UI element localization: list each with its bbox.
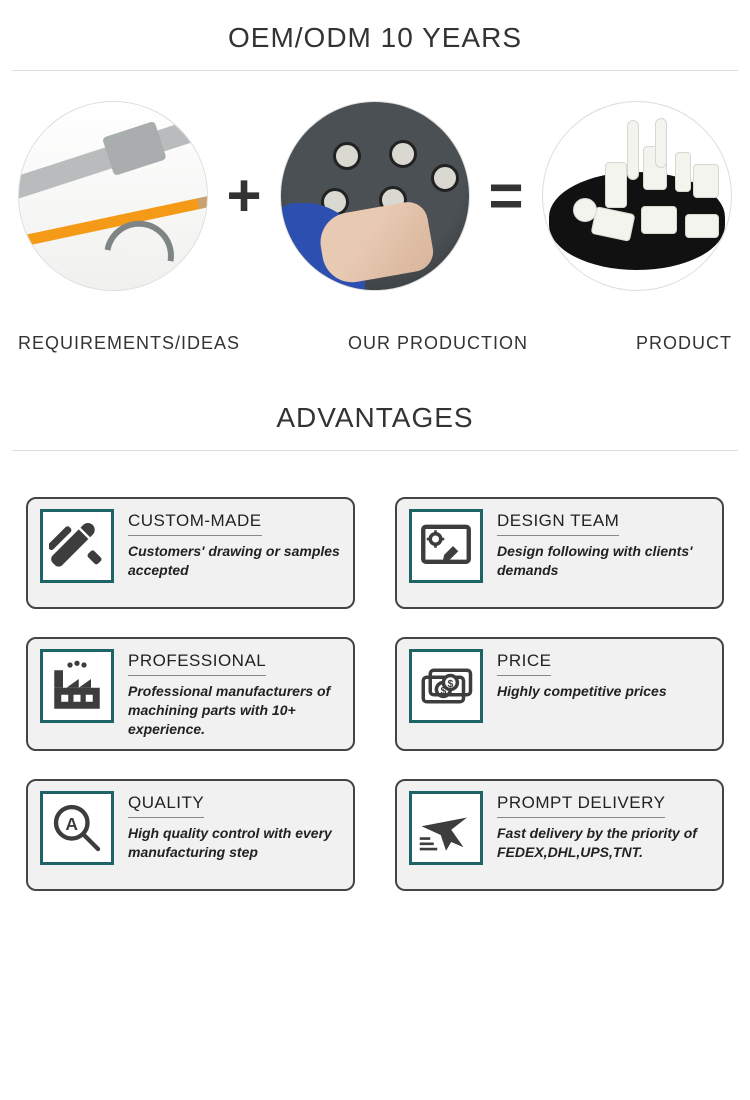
- card-desc: Customers' drawing or samples accepted: [128, 542, 341, 580]
- section-title-oem: OEM/ODM 10 YEARS: [12, 0, 738, 71]
- circle-requirements: [18, 101, 208, 291]
- circle-product: [542, 101, 732, 291]
- card-price: $ $ PRICE Highly competitive prices: [395, 637, 724, 751]
- card-quality: A QUALITY High quality control with ever…: [26, 779, 355, 891]
- card-title: QUALITY: [128, 793, 204, 818]
- process-row: + =: [0, 71, 750, 309]
- label-product: PRODUCT: [636, 333, 732, 354]
- svg-text:$: $: [447, 678, 453, 690]
- card-prompt-delivery: PROMPT DELIVERY Fast delivery by the pri…: [395, 779, 724, 891]
- label-production: OUR PRODUCTION: [348, 333, 528, 354]
- plane-icon: [409, 791, 483, 865]
- card-desc: Design following with clients' demands: [497, 542, 710, 580]
- card-title: PROFESSIONAL: [128, 651, 266, 676]
- section-title-advantages: ADVANTAGES: [12, 380, 738, 451]
- card-title: PRICE: [497, 651, 551, 676]
- card-professional: PROFESSIONAL Professional manufacturers …: [26, 637, 355, 751]
- quality-icon: A: [40, 791, 114, 865]
- money-icon: $ $: [409, 649, 483, 723]
- card-desc: Professional manufacturers of machining …: [128, 682, 341, 739]
- svg-text:A: A: [65, 813, 78, 833]
- equals-icon: =: [483, 166, 529, 226]
- factory-icon: [40, 649, 114, 723]
- process-item-product: [537, 101, 737, 291]
- plus-icon: +: [221, 166, 267, 226]
- card-design-team: DESIGN TEAM Design following with client…: [395, 497, 724, 609]
- tools-icon: [40, 509, 114, 583]
- card-title: PROMPT DELIVERY: [497, 793, 665, 818]
- process-item-production: [275, 101, 475, 291]
- circle-production: [280, 101, 470, 291]
- card-desc: Highly competitive prices: [497, 682, 667, 701]
- process-item-requirements: [13, 101, 213, 291]
- card-title: DESIGN TEAM: [497, 511, 619, 536]
- advantages-grid: CUSTOM-MADE Customers' drawing or sample…: [0, 451, 750, 931]
- card-desc: High quality control with every manufact…: [128, 824, 341, 862]
- card-custom-made: CUSTOM-MADE Customers' drawing or sample…: [26, 497, 355, 609]
- design-icon: [409, 509, 483, 583]
- process-labels: REQUIREMENTS/IDEAS OUR PRODUCTION PRODUC…: [0, 309, 750, 364]
- label-requirements: REQUIREMENTS/IDEAS: [18, 333, 240, 354]
- card-title: CUSTOM-MADE: [128, 511, 262, 536]
- card-desc: Fast delivery by the priority of FEDEX,D…: [497, 824, 710, 862]
